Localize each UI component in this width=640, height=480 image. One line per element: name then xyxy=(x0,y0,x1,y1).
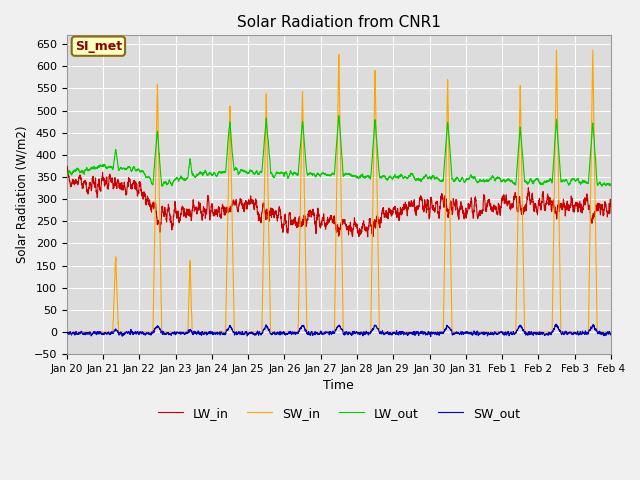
Line: LW_out: LW_out xyxy=(67,116,611,186)
LW_in xyxy=(607,204,615,209)
LW_in xyxy=(461,215,468,220)
SW_in xyxy=(161,329,168,335)
SW_out xyxy=(431,331,438,336)
LW_out xyxy=(492,176,499,182)
LW_in xyxy=(161,214,168,219)
SW_in xyxy=(319,329,326,335)
SW_out xyxy=(63,330,70,336)
Text: SI_met: SI_met xyxy=(75,40,122,53)
SW_in xyxy=(607,329,614,335)
LW_out xyxy=(319,170,326,176)
LW_out xyxy=(431,176,438,181)
SW_out xyxy=(161,332,168,337)
SW_out xyxy=(607,331,614,336)
Line: SW_out: SW_out xyxy=(67,324,611,337)
Title: Solar Radiation from CNR1: Solar Radiation from CNR1 xyxy=(237,15,441,30)
SW_out xyxy=(319,331,326,336)
LW_out xyxy=(161,180,168,186)
Line: LW_in: LW_in xyxy=(67,166,611,237)
LW_out xyxy=(598,183,606,189)
LW_in xyxy=(607,196,614,202)
LW_out xyxy=(607,181,615,187)
SW_out xyxy=(492,331,499,336)
SW_in xyxy=(461,329,468,335)
X-axis label: Time: Time xyxy=(323,379,354,392)
SW_out xyxy=(607,332,615,338)
Legend: LW_in, SW_in, LW_out, SW_out: LW_in, SW_in, LW_out, SW_out xyxy=(153,402,525,425)
LW_out xyxy=(63,172,70,178)
LW_in xyxy=(364,234,372,240)
SW_out xyxy=(552,321,560,327)
LW_out xyxy=(461,179,468,185)
LW_in xyxy=(431,207,438,213)
SW_out xyxy=(461,330,468,336)
SW_in xyxy=(607,329,615,335)
LW_out xyxy=(335,113,342,119)
LW_out xyxy=(607,182,614,188)
Y-axis label: Solar Radiation (W/m2): Solar Radiation (W/m2) xyxy=(15,126,28,264)
SW_in xyxy=(63,329,70,335)
LW_in xyxy=(63,163,70,169)
LW_in xyxy=(492,204,499,210)
Line: SW_in: SW_in xyxy=(67,50,611,332)
SW_in xyxy=(492,329,499,335)
LW_in xyxy=(319,215,326,221)
SW_in xyxy=(589,47,596,53)
SW_in xyxy=(431,329,438,335)
SW_out xyxy=(427,334,435,340)
